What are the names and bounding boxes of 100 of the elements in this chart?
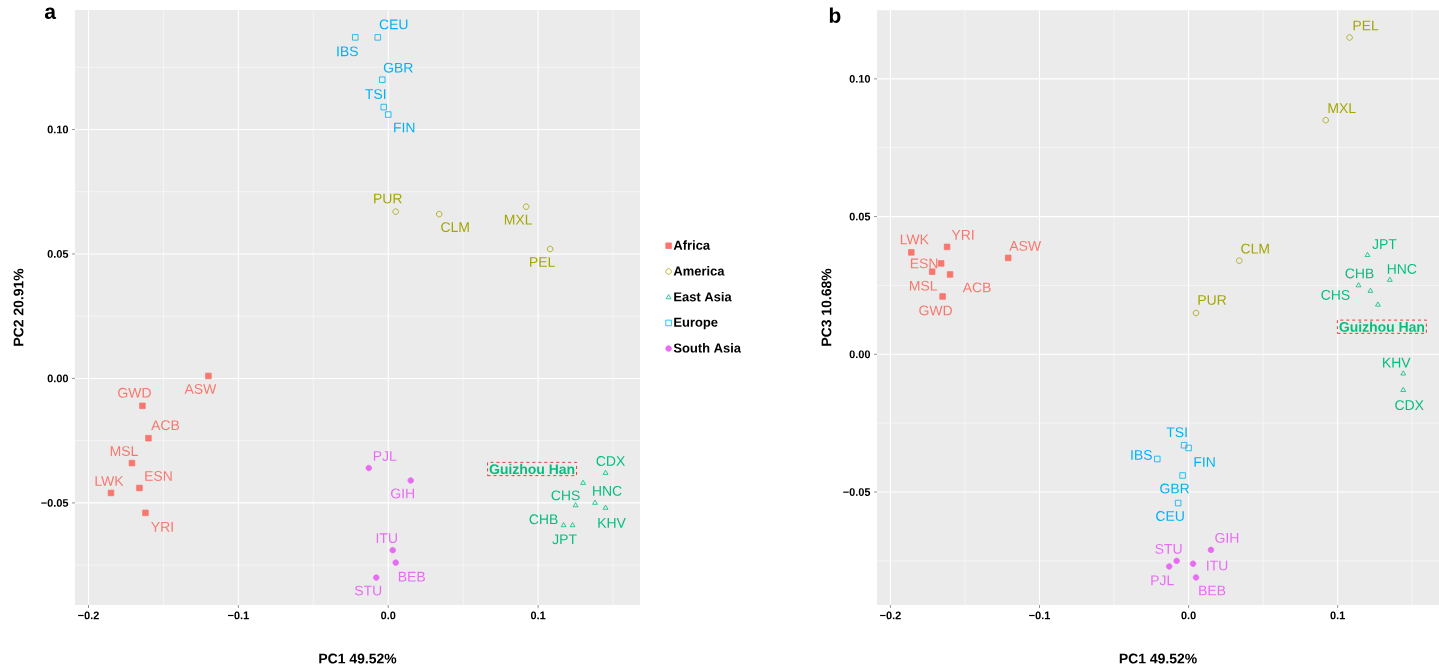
point [142, 509, 149, 517]
annotation: ITU [1207, 560, 1228, 571]
y-tick-label: 0.10 [849, 74, 871, 83]
point [352, 34, 359, 41]
point [569, 522, 576, 528]
legend-label: America [673, 266, 725, 276]
annotation: PJL [1151, 575, 1174, 586]
point [1179, 472, 1186, 479]
point [107, 489, 115, 497]
annotation: PUR [374, 193, 402, 204]
annotation: CHB [1345, 268, 1374, 279]
annotation: JPT [552, 534, 577, 545]
annotation: HNC [1387, 263, 1417, 274]
point [1346, 34, 1353, 41]
point [379, 76, 386, 83]
annotation: IBS [1131, 450, 1152, 460]
chart-title: a [44, 7, 57, 19]
y-axis-title: PC3 10.68% [821, 268, 832, 346]
annotation: IBS [337, 46, 358, 57]
x-tick-label: −0.2 [78, 611, 99, 620]
annotation: LWK [900, 234, 929, 245]
point [365, 464, 372, 472]
annotation: CDX [1395, 400, 1424, 411]
annotation: CHB [529, 514, 558, 525]
point [1387, 276, 1393, 282]
annotation: MXL [1328, 103, 1356, 113]
x-axis-title: PC1 49.52% [319, 653, 397, 664]
x-tick-label: 0.0 [1181, 611, 1196, 620]
point [1400, 370, 1407, 376]
legend-label: Europe [674, 317, 718, 330]
point [1322, 116, 1329, 124]
annotation: BEB [1199, 585, 1226, 596]
point [546, 245, 554, 253]
legend-label: Africa [673, 240, 711, 250]
point [946, 271, 954, 278]
annotation: CDX [596, 456, 625, 466]
annotation: BEB [398, 571, 425, 582]
point [145, 435, 152, 442]
point [1180, 442, 1188, 449]
point [389, 547, 396, 554]
annotation: PEL [530, 257, 555, 267]
annotation: Guizhou Han [489, 463, 575, 475]
point [407, 477, 414, 484]
annotation: CHS [1321, 290, 1350, 300]
annotation: ASW [184, 384, 217, 394]
annotation: GWD [919, 305, 952, 316]
legend-label: East Asia [674, 291, 732, 302]
annotation: TSI [1166, 427, 1187, 438]
legend-label: South Asia [673, 343, 742, 353]
point [1192, 309, 1200, 317]
point [1367, 287, 1374, 293]
chart-title: b [829, 7, 841, 23]
point [1154, 455, 1161, 463]
point [1192, 574, 1200, 581]
annotation: ITU [376, 533, 397, 544]
y-tick-label: 0.10 [47, 125, 69, 134]
annotation: CHS [551, 490, 580, 501]
annotation: ACB [962, 282, 991, 293]
point [1207, 546, 1215, 554]
point [1355, 282, 1362, 288]
annotation: STU [1155, 543, 1182, 554]
x-tick-label: 0.0 [381, 611, 396, 620]
annotation: PJL [373, 451, 397, 461]
annotation: ESN [145, 471, 172, 481]
annotation: ESN [910, 258, 938, 269]
y-axis-title: PC2 20.91% [13, 268, 24, 346]
annotation: MSL [909, 280, 938, 291]
annotation: GBR [383, 62, 413, 73]
annotation: FIN [394, 122, 415, 133]
point [1166, 563, 1173, 570]
annotation: FIN [1194, 457, 1215, 467]
point [560, 522, 567, 528]
point [1375, 301, 1381, 307]
point [580, 479, 586, 485]
point [1364, 251, 1371, 257]
x-tick-label: 0.1 [530, 611, 546, 620]
annotation: CEU [1156, 511, 1184, 522]
y-tick-label: −0.05 [41, 499, 69, 507]
point [1173, 557, 1180, 565]
annotation: YRI [151, 522, 173, 532]
point [128, 459, 136, 467]
annotation: LWK [95, 476, 124, 486]
annotation: Guizhou Han [1339, 321, 1425, 332]
point [139, 402, 146, 410]
annotation: GBR [1160, 483, 1190, 494]
annotation: GIH [1215, 532, 1239, 543]
annotation: STU [354, 585, 382, 596]
point [592, 499, 598, 505]
y-tick-label: 0.05 [849, 212, 871, 221]
point [392, 208, 399, 215]
point [602, 469, 609, 475]
x-tick-label: −0.1 [1029, 611, 1051, 620]
annotation: KHV [1383, 357, 1411, 368]
x-tick-label: −0.1 [228, 611, 249, 620]
y-tick-label: 0.00 [849, 350, 871, 359]
point [939, 293, 946, 300]
point [572, 502, 579, 508]
annotation: MSL [110, 446, 138, 457]
annotation: TSI [365, 89, 386, 100]
point [373, 574, 380, 581]
